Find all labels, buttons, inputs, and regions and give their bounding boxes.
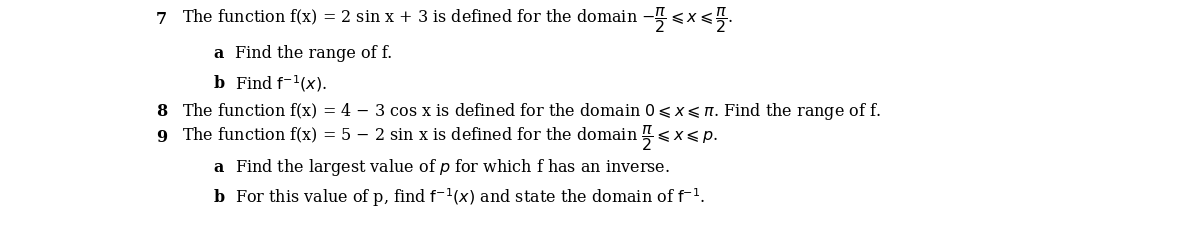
Text: a: a bbox=[214, 159, 224, 176]
Text: b: b bbox=[214, 75, 224, 92]
Text: For this value of p, find $\mathrm{f}^{-1}(x)$ and state the domain of $\mathrm{: For this value of p, find $\mathrm{f}^{-… bbox=[235, 186, 706, 208]
Text: a: a bbox=[214, 45, 224, 62]
Text: The function f(x) = 4 $-$ 3 cos x is defined for the domain $0 \leqslant x \leqs: The function f(x) = 4 $-$ 3 cos x is def… bbox=[182, 101, 881, 122]
Text: Find $\mathrm{f}^{-1}(x)$.: Find $\mathrm{f}^{-1}(x)$. bbox=[235, 73, 328, 94]
Text: The function f(x) = 5 $-$ 2 sin x is defined for the domain $\dfrac{\pi}{2} \leq: The function f(x) = 5 $-$ 2 sin x is def… bbox=[182, 122, 719, 152]
Text: Find the range of f.: Find the range of f. bbox=[235, 45, 392, 62]
Text: The function f(x) = 2 sin x + 3 is defined for the domain $-\dfrac{\pi}{2} \leqs: The function f(x) = 2 sin x + 3 is defin… bbox=[182, 5, 734, 35]
Text: 8: 8 bbox=[156, 103, 167, 120]
Text: Find the largest value of $p$ for which f has an inverse.: Find the largest value of $p$ for which … bbox=[235, 157, 671, 178]
Text: b: b bbox=[214, 189, 224, 206]
Text: 7: 7 bbox=[156, 11, 167, 28]
Text: 9: 9 bbox=[156, 129, 167, 146]
